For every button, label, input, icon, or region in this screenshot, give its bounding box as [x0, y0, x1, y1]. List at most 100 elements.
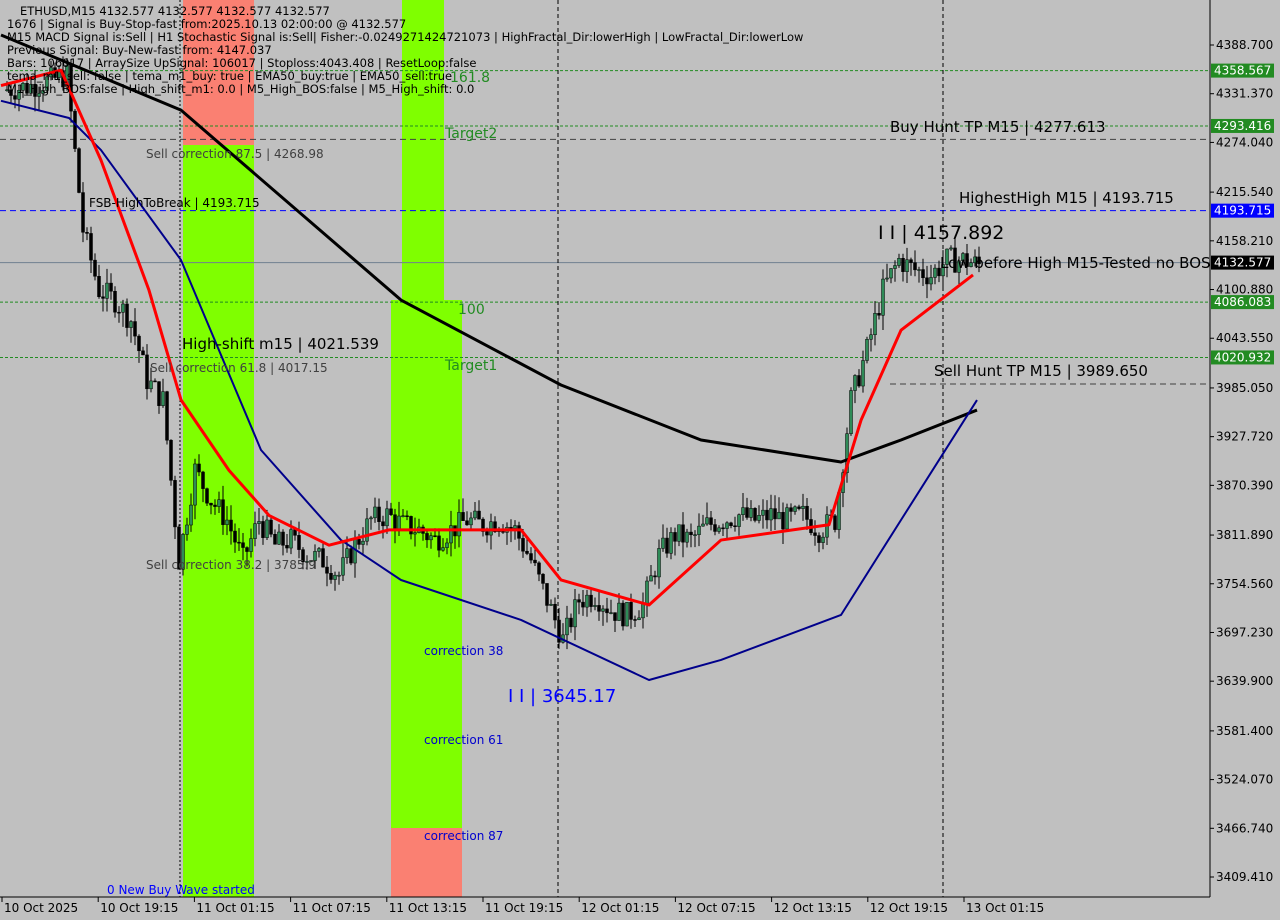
candle-body	[345, 548, 349, 558]
candle-body	[77, 148, 81, 193]
fsb-high-label: FSB-HighToBreak | 4193.715	[89, 196, 260, 210]
candle-body	[233, 530, 237, 543]
candle-body	[89, 233, 93, 261]
correction-61-label: correction 61	[424, 733, 504, 747]
candle-body	[541, 573, 545, 584]
candle-body	[109, 282, 113, 292]
candle-body	[433, 535, 437, 537]
candle-body	[785, 507, 789, 530]
highest-high-label: HighestHigh M15 | 4193.715	[959, 189, 1174, 207]
candle-body	[589, 594, 593, 607]
candle-body	[457, 512, 461, 537]
low-before-high-label: Low before High M15-Tested no BOS	[940, 254, 1211, 272]
candle-body	[289, 529, 293, 549]
x-tick-label: 12 Oct 13:15	[774, 901, 852, 915]
candle-body	[329, 573, 333, 580]
candle-body	[857, 375, 861, 387]
candle-body	[125, 303, 129, 328]
candle-body	[141, 350, 145, 356]
candle-body	[773, 508, 777, 520]
candle-body	[469, 517, 473, 526]
candle-body	[153, 380, 157, 383]
candle-body	[949, 247, 953, 250]
candle-body	[797, 506, 801, 509]
candle-body	[393, 514, 397, 530]
candle-body	[349, 548, 353, 564]
candle-body	[761, 509, 765, 516]
candle-body	[973, 256, 977, 264]
candle-body	[757, 515, 761, 521]
candle-body	[885, 277, 889, 280]
candle-body	[313, 551, 317, 561]
candle-body	[733, 525, 737, 527]
price-level-tag-label: 4132.577	[1214, 256, 1271, 270]
candle-body	[369, 517, 373, 520]
candle-body	[105, 282, 109, 299]
price-level-tag	[1211, 350, 1274, 365]
candle-body	[929, 277, 933, 285]
buy-zone	[183, 145, 254, 897]
candle-body	[309, 560, 313, 562]
candle-body	[669, 532, 673, 554]
y-tick-label: 3409.410	[1216, 870, 1273, 884]
candle-body	[321, 548, 325, 568]
moving-average-line	[0, 33, 978, 464]
candle-body	[845, 433, 849, 473]
candle-body	[805, 505, 809, 520]
candle-body	[641, 603, 645, 619]
candle-body	[325, 566, 329, 574]
candle-body	[513, 525, 517, 529]
moving-averages	[0, 33, 978, 681]
candle-body	[573, 599, 577, 628]
candle-body	[613, 612, 617, 621]
candle-body	[861, 360, 865, 387]
candle-body	[205, 488, 209, 504]
candle-body	[317, 548, 321, 552]
x-tick-label: 10 Oct 2025	[4, 901, 78, 915]
candle-body	[221, 499, 225, 525]
candle-body	[749, 508, 753, 518]
candle-body	[477, 510, 481, 520]
price-levels	[0, 70, 1210, 385]
candle-body	[545, 583, 549, 606]
y-tick-label: 3985.050	[1216, 381, 1273, 395]
candle-body	[249, 538, 253, 552]
candle-body	[977, 256, 981, 265]
price-level-tag	[1211, 63, 1274, 78]
candle-body	[493, 521, 497, 532]
candle-body	[525, 550, 529, 554]
candle-body	[73, 110, 77, 149]
candle-body	[625, 602, 629, 627]
sell-hunt-tp-label: Sell Hunt TP M15 | 3989.650	[934, 362, 1148, 380]
candle-body	[653, 575, 657, 578]
price-level-tag	[1211, 118, 1274, 133]
y-tick-label: 4388.700	[1216, 38, 1273, 52]
candle-body	[913, 262, 917, 271]
candle-body	[81, 192, 85, 233]
candle-body	[597, 605, 601, 612]
y-tick-label: 4331.370	[1216, 87, 1273, 101]
candle-body	[713, 524, 717, 532]
info-line: ETHUSD,M15 4132.577 4132.577 4132.577 41…	[20, 4, 330, 18]
candle-body	[893, 265, 897, 269]
candle-body	[5, 89, 9, 92]
y-tick-label: 3466.740	[1216, 821, 1273, 835]
candle-body	[621, 602, 625, 627]
candle-body	[509, 526, 513, 529]
price-level-tag	[1211, 203, 1274, 218]
candle-body	[341, 557, 345, 576]
candle-body	[333, 574, 337, 580]
candle-body	[853, 375, 857, 391]
sell-correction-618-label: Sell correction 61.8 | 4017.15	[150, 361, 328, 375]
candle-body	[593, 605, 597, 607]
candle-body	[217, 499, 221, 507]
candle-body	[365, 518, 369, 542]
swing-low-label: I I | 3645.17	[508, 686, 617, 707]
candle-body	[225, 519, 229, 525]
candle-body	[553, 603, 557, 621]
candle-body	[181, 534, 185, 570]
candle-body	[165, 391, 169, 441]
candle-body	[209, 502, 213, 506]
candle-body	[921, 269, 925, 279]
